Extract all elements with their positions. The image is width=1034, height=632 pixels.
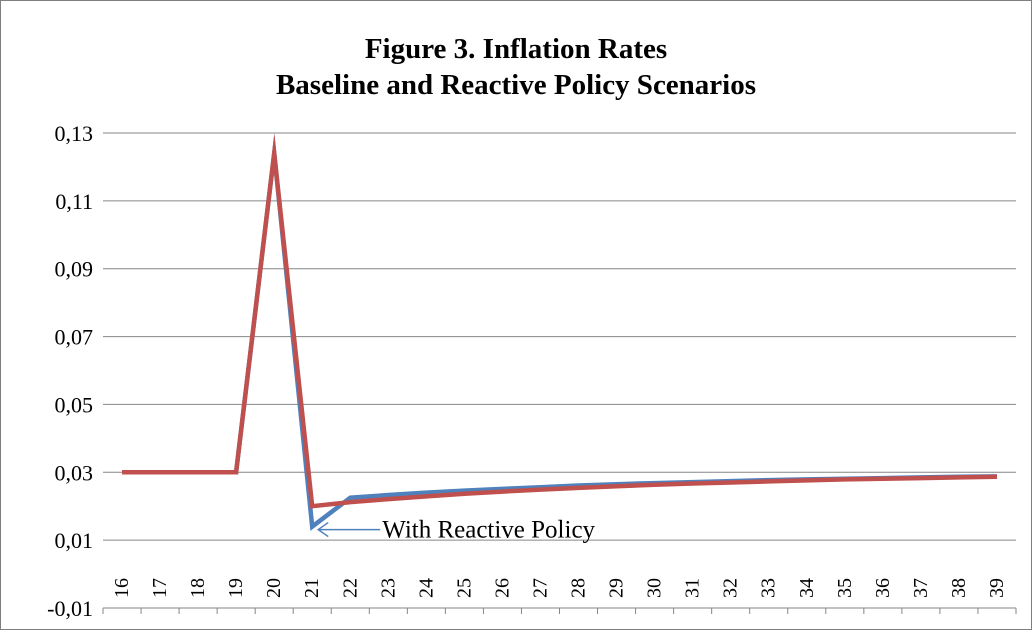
x-tick-label: 39	[986, 578, 1008, 598]
chart-subtitle: Baseline and Reactive Policy Scenarios	[275, 69, 757, 101]
y-tick-label: 0,01	[55, 528, 94, 553]
x-tick-label: 16	[111, 578, 133, 598]
x-tick-label: 30	[644, 578, 666, 598]
x-tick-label: 29	[606, 578, 628, 598]
x-tick-label: 26	[491, 578, 513, 598]
annotations: With Reactive Policy	[316, 517, 596, 544]
x-tick-label: 38	[948, 578, 970, 598]
y-tick-label: 0,13	[55, 121, 94, 146]
y-axis-ticks: -0,01 0,01 0,03 0,05 0,07 0,09 0,11 0,13	[47, 121, 93, 621]
x-tick-label: 18	[187, 578, 209, 598]
x-tick-label: 27	[529, 578, 551, 598]
x-tick-label: 36	[872, 578, 894, 598]
x-tick-label: 20	[263, 578, 285, 598]
x-tick-label: 25	[453, 578, 475, 598]
series-line-2	[122, 133, 998, 509]
x-tick-label: 31	[682, 578, 704, 598]
x-tick-label: 17	[149, 578, 171, 598]
x-tick-label: 22	[339, 578, 361, 598]
x-tick-label: 21	[301, 578, 323, 598]
chart-title: Figure 3. Inflation Rates	[364, 33, 668, 65]
x-tick-label: 37	[910, 578, 932, 598]
y-tick-label: 0,03	[55, 460, 94, 485]
series-lines	[122, 132, 998, 531]
x-axis-ticks: 16 17 18 19 20 21 22 23 24 25 26 27 28 29 30 31 32 33 34 35…	[102, 578, 1017, 614]
x-tick-label: 24	[415, 578, 437, 598]
annotation-arrow-head	[316, 521, 329, 538]
y-tick-label: 0,09	[55, 257, 94, 282]
y-tick-label: 0,11	[55, 189, 93, 214]
y-tick-label: -0,01	[47, 596, 93, 621]
x-tick-label: 32	[720, 578, 742, 598]
annotation-label: With Reactive Policy	[382, 517, 595, 544]
x-tick-label: 28	[568, 578, 590, 598]
x-tick-label: 23	[377, 578, 399, 598]
y-tick-label: 0,07	[55, 325, 94, 350]
x-tick-label: 19	[225, 578, 247, 598]
y-tick-label: 0,05	[55, 392, 94, 417]
x-tick-label: 33	[758, 578, 780, 598]
x-tick-label: 35	[834, 578, 856, 598]
x-tick-label: 34	[796, 578, 818, 598]
